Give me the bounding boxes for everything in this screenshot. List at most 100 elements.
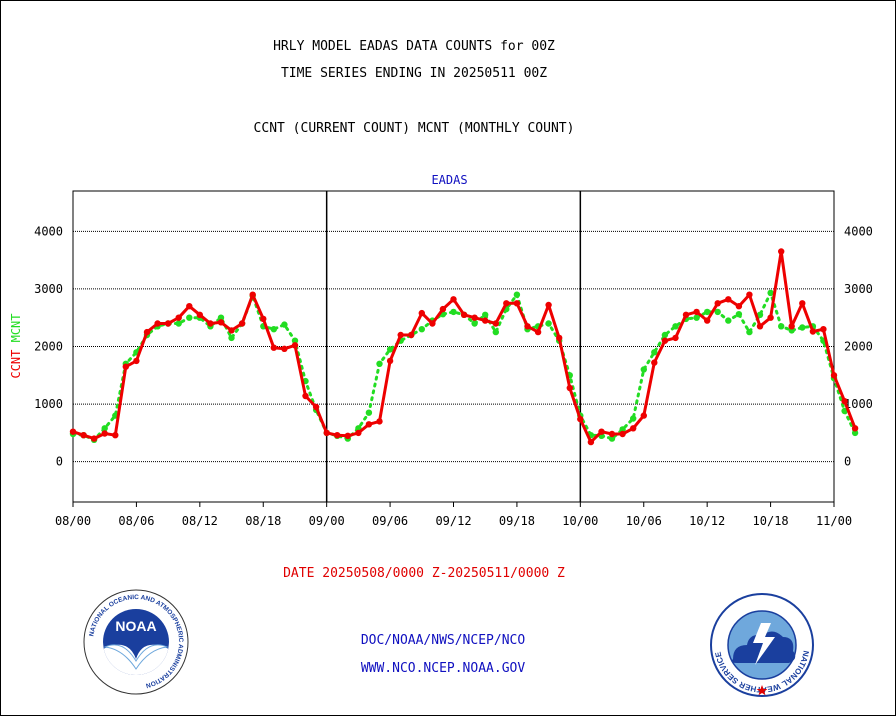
x-tick-label: 08/18 [245,514,281,528]
y-tick-label-left: 4000 [34,224,63,238]
data-point-ccnt [143,328,151,336]
data-point-ccnt [439,305,447,313]
x-tick-label: 10/18 [753,514,789,528]
data-point-ccnt [661,337,669,344]
date-range-label: DATE 20250508/0000 Z-20250511/0000 Z [283,566,565,581]
y-tick-label-right: 0 [844,455,851,469]
data-point-ccnt [376,418,383,425]
data-point-mcnt [291,337,299,344]
data-point-ccnt [281,345,288,352]
data-point-mcnt [714,308,721,316]
y-axis-label-mcnt: MCNT [9,313,23,342]
data-point-ccnt [482,317,489,324]
nws-logo-icon: NATIONAL WEATHER SERVICE [710,593,814,697]
chart-title-line1: HRLY MODEL EADAS DATA COUNTS for 00Z [273,39,555,54]
data-point-mcnt [735,311,743,318]
noaa-logo-icon: NOAA NATIONAL OCEANIC AND ATMOSPHERIC AD… [83,589,189,695]
data-point-ccnt [534,328,542,336]
data-point-ccnt [746,291,753,298]
data-point-ccnt [799,300,806,307]
x-tick-label: 10/06 [626,514,662,528]
data-point-ccnt [260,315,267,323]
data-point-ccnt [577,415,584,423]
data-point-mcnt [799,324,806,331]
data-point-ccnt [524,323,531,330]
data-point-ccnt [460,311,468,318]
data-point-mcnt [386,346,394,353]
noaa-logo-text: NOAA [115,618,156,634]
data-point-ccnt [418,309,425,317]
data-point-ccnt [587,438,595,446]
data-point-ccnt [69,428,77,435]
y-tick-label-left: 0 [56,455,63,469]
data-point-ccnt [788,323,795,330]
data-point-ccnt [101,430,108,437]
y-axis-label: CCNT MCNT [9,313,23,378]
data-point-ccnt [386,357,394,365]
x-tick-label: 08/00 [55,514,91,528]
x-tick-label: 11/00 [816,514,852,528]
data-point-mcnt [450,308,457,316]
data-point-ccnt [270,344,277,351]
data-point-ccnt [344,432,351,439]
x-tick-label: 09/18 [499,514,535,528]
data-point-ccnt [196,311,203,318]
data-point-ccnt [545,301,552,309]
plot-title: EADAS [431,173,467,187]
data-point-ccnt [756,323,764,330]
data-point-ccnt [355,429,362,437]
data-point-mcnt [365,409,373,416]
data-point-ccnt [154,320,161,327]
y-tick-label-left: 1000 [34,397,63,411]
data-point-mcnt [672,323,679,330]
y-tick-label-right: 3000 [844,282,873,296]
data-point-ccnt [207,320,214,327]
data-point-ccnt [471,314,478,321]
data-point-ccnt [429,320,436,327]
data-point-mcnt [186,314,193,321]
data-point-mcnt [608,435,616,442]
data-point-mcnt [778,323,785,330]
y-tick-label-left: 3000 [34,282,63,296]
data-point-ccnt [302,392,309,400]
data-point-mcnt [175,320,182,327]
data-point-ccnt [122,363,129,370]
data-point-mcnt [704,308,711,316]
data-point-mcnt [661,331,669,339]
data-point-ccnt [90,435,98,442]
data-point-ccnt [841,398,848,405]
data-point-ccnt [682,311,690,318]
data-point-ccnt [164,320,172,327]
data-point-ccnt [238,320,246,327]
data-point-ccnt [365,421,373,428]
data-point-mcnt [630,415,637,422]
org-website-label: WWW.NCO.NCEP.NOAA.GOV [360,661,526,676]
y-tick-label-right: 2000 [844,340,873,354]
x-tick-label: 10/12 [689,514,725,528]
data-point-mcnt [640,366,647,373]
data-point-mcnt [270,326,277,333]
data-point-ccnt [450,296,457,303]
y-tick-label-right: 1000 [844,397,873,411]
data-point-ccnt [714,300,721,307]
data-point-ccnt [566,384,573,392]
x-tick-label: 08/06 [118,514,154,528]
data-point-ccnt [830,372,838,379]
data-point-ccnt [334,432,341,439]
data-point-mcnt [619,426,626,433]
data-point-mcnt [693,314,700,321]
data-point-ccnt [186,303,193,310]
data-point-ccnt [725,296,732,303]
data-point-ccnt [249,291,256,298]
data-point-ccnt [619,430,626,438]
data-point-ccnt [851,425,859,432]
data-point-ccnt [735,303,743,310]
data-point-ccnt [312,403,320,411]
data-point-mcnt [545,320,552,327]
data-point-mcnt [492,328,499,336]
data-point-ccnt [556,334,563,342]
data-point-mcnt [376,360,383,367]
data-point-ccnt [608,430,616,438]
